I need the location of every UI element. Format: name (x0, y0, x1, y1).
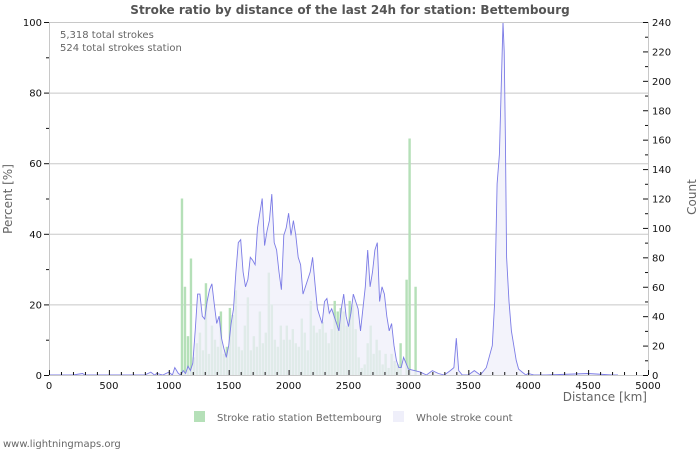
left-tick-label: 80 (29, 89, 42, 100)
right-tick-label: 140 (652, 165, 671, 176)
right-axis-ticks: 0 20 40 60 80 100 120 140 160 180 200 220 240 (643, 18, 671, 382)
right-tick-label: 200 (652, 77, 671, 88)
x-tick-label: 500 (99, 381, 118, 392)
right-tick-label: 40 (652, 312, 665, 323)
legend-swatch-whole-count (393, 411, 404, 422)
x-tick-label: 4500 (575, 381, 600, 392)
x-tick-label: 3500 (456, 381, 481, 392)
right-tick-label: 220 (652, 47, 671, 58)
ratio-bar (408, 138, 411, 375)
right-tick-label: 80 (652, 253, 665, 264)
right-tick-label: 120 (652, 195, 671, 206)
right-tick-label: 160 (652, 136, 671, 147)
ratio-bar (405, 279, 408, 375)
right-tick-label: 60 (652, 283, 665, 294)
right-tick-label: 180 (652, 106, 671, 117)
footer-credit: www.lightningmaps.org (3, 439, 121, 450)
x-tick-label: 2000 (276, 381, 301, 392)
total-strokes-station-label: 524 total strokes station (60, 43, 182, 54)
ratio-bar (414, 286, 417, 375)
right-tick-label: 240 (652, 18, 671, 29)
right-tick-label: 100 (652, 224, 671, 235)
x-tick-label: 4000 (515, 381, 540, 392)
legend-label-whole-count: Whole stroke count (416, 413, 513, 424)
legend: Stroke ratio station Bettembourg Whole s… (194, 411, 513, 424)
right-tick-label: 20 (652, 342, 665, 353)
ratio-bar (189, 258, 193, 375)
count-area-fill (49, 22, 618, 375)
left-tick-label: 60 (29, 159, 42, 170)
ratio-bar (186, 336, 190, 375)
ratio-bar (180, 198, 184, 375)
chart-title: Stroke ratio by distance of the last 24h… (130, 3, 569, 17)
right-tick-label: 0 (652, 371, 658, 382)
x-axis-ticks: 0 500 1000 1500 2000 2500 3000 3500 4000 4500 5000 (46, 370, 661, 392)
ratio-bar (183, 286, 187, 375)
x-tick-label: 2500 (336, 381, 361, 392)
right-axis-label: Count (685, 179, 699, 215)
left-tick-label: 40 (29, 230, 42, 241)
ratio-bar (399, 343, 402, 375)
x-tick-label: 1000 (156, 381, 181, 392)
x-axis-label: Distance [km] (563, 390, 647, 404)
gridlines (49, 92, 648, 306)
legend-label-station-ratio: Stroke ratio station Bettembourg (217, 413, 382, 424)
plot-frame (49, 22, 649, 376)
left-tick-label: 20 (29, 300, 42, 311)
total-strokes-label: 5,318 total strokes (60, 30, 154, 41)
whole-count-area (49, 21, 618, 376)
x-tick-label: 3000 (396, 381, 421, 392)
x-tick-label: 5000 (635, 381, 660, 392)
legend-swatch-station-ratio (194, 411, 205, 422)
count-line (49, 21, 618, 376)
left-tick-label: 100 (23, 18, 42, 29)
x-tick-label: 0 (46, 381, 52, 392)
left-axis-label: Percent [%] (1, 164, 15, 234)
x-tick-label: 1500 (216, 381, 241, 392)
left-axis-ticks: 0 20 40 60 80 100 (23, 18, 49, 382)
left-tick-label: 0 (36, 371, 42, 382)
